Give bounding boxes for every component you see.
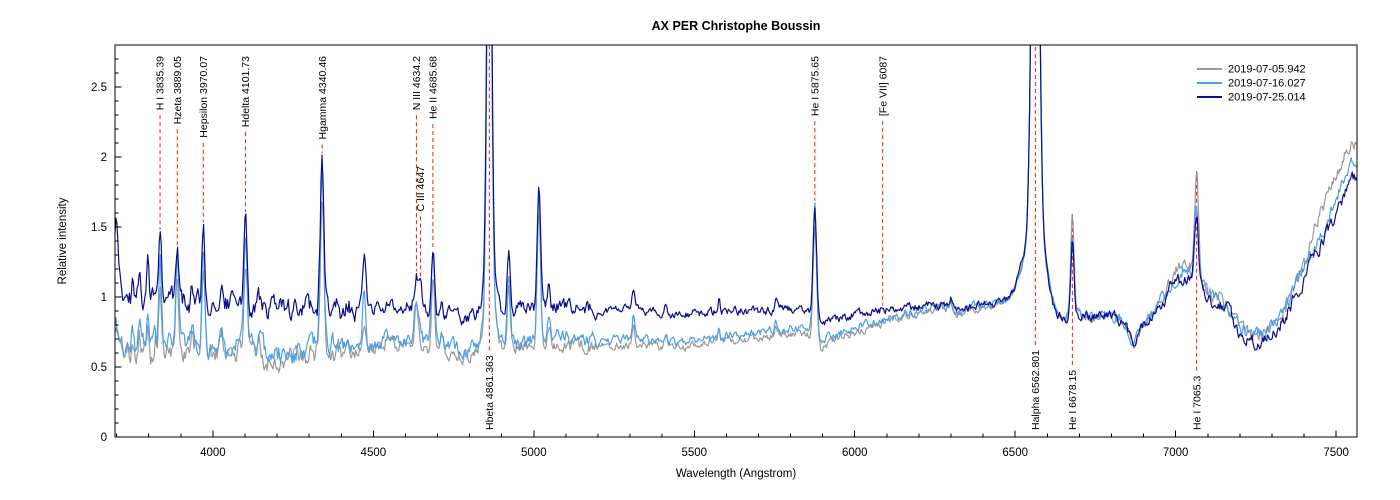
x-tick-label: 4500 (361, 447, 387, 459)
spectral-line-annotations: H I 3835.39 Hzeta 3889.05 Hepsilon 3970.07… (155, 45, 1203, 430)
x-tick-label: 7500 (1323, 447, 1349, 459)
spectral-line-label: H I 3835.39 (155, 56, 167, 110)
spectral-line-label: Hgamma 4340.46 (317, 56, 329, 140)
x-tick-label: 5500 (681, 447, 707, 459)
y-tick-label: 1.5 (91, 222, 107, 234)
spectral-line-label: He II 4685.68 (428, 56, 440, 119)
spectral-line-label: N III 4634.2 (411, 56, 423, 110)
series-2019-07-16.027 (115, 45, 1357, 364)
x-tick-label: 7000 (1163, 447, 1189, 459)
x-tick-label: 5000 (521, 447, 547, 459)
y-tick-label: 0 (101, 432, 107, 444)
x-axis-label: Wavelength (Angstrom) (676, 468, 797, 480)
spectral-line-label: He I 5875.65 (810, 56, 822, 116)
y-tick-label: 2.5 (91, 82, 107, 94)
axis-ticks: 4000 4500 5000 5500 6000 6500 7000 7500 0 0.5 1 1.5… (91, 58, 1349, 459)
spectral-line-label: He I 7065.3 (1191, 376, 1203, 430)
x-tick-label: 4000 (200, 447, 226, 459)
spectral-line-label: Halpha 6562.801 (1030, 350, 1042, 430)
x-tick-label: 6500 (1002, 447, 1028, 459)
series-2019-07-25.014 (115, 45, 1357, 351)
y-tick-label: 2 (101, 152, 107, 164)
legend-label: 2019-07-16.027 (1228, 78, 1306, 90)
spectral-line-label: Hbeta 4861.363 (484, 355, 496, 430)
spectral-line-label: C III 4647 (415, 166, 427, 212)
x-tick-label: 6000 (842, 447, 868, 459)
y-tick-label: 1 (101, 292, 107, 304)
chart-title: AX PER Christophe Boussin (652, 19, 821, 33)
spectral-line-label: Hepsilon 3970.07 (198, 56, 210, 138)
spectral-line-label: [Fe VII] 6087 (877, 56, 889, 116)
spectra-curves (115, 45, 1357, 374)
spectral-line-label: Hdelta 4101.73 (240, 56, 252, 127)
y-axis-label: Relative intensity (57, 197, 69, 284)
legend-label: 2019-07-25.014 (1228, 92, 1306, 104)
y-tick-label: 0.5 (91, 362, 107, 374)
plot-frame (114, 44, 1358, 438)
spectral-line-label: Hzeta 3889.05 (172, 56, 184, 124)
legend: 2019-07-05.942 2019-07-16.027 2019-07-25.0… (1197, 64, 1306, 104)
series-2019-07-05.942 (115, 45, 1357, 374)
legend-label: 2019-07-05.942 (1228, 64, 1306, 76)
spectral-line-label: He I 6678.15 (1067, 370, 1079, 430)
